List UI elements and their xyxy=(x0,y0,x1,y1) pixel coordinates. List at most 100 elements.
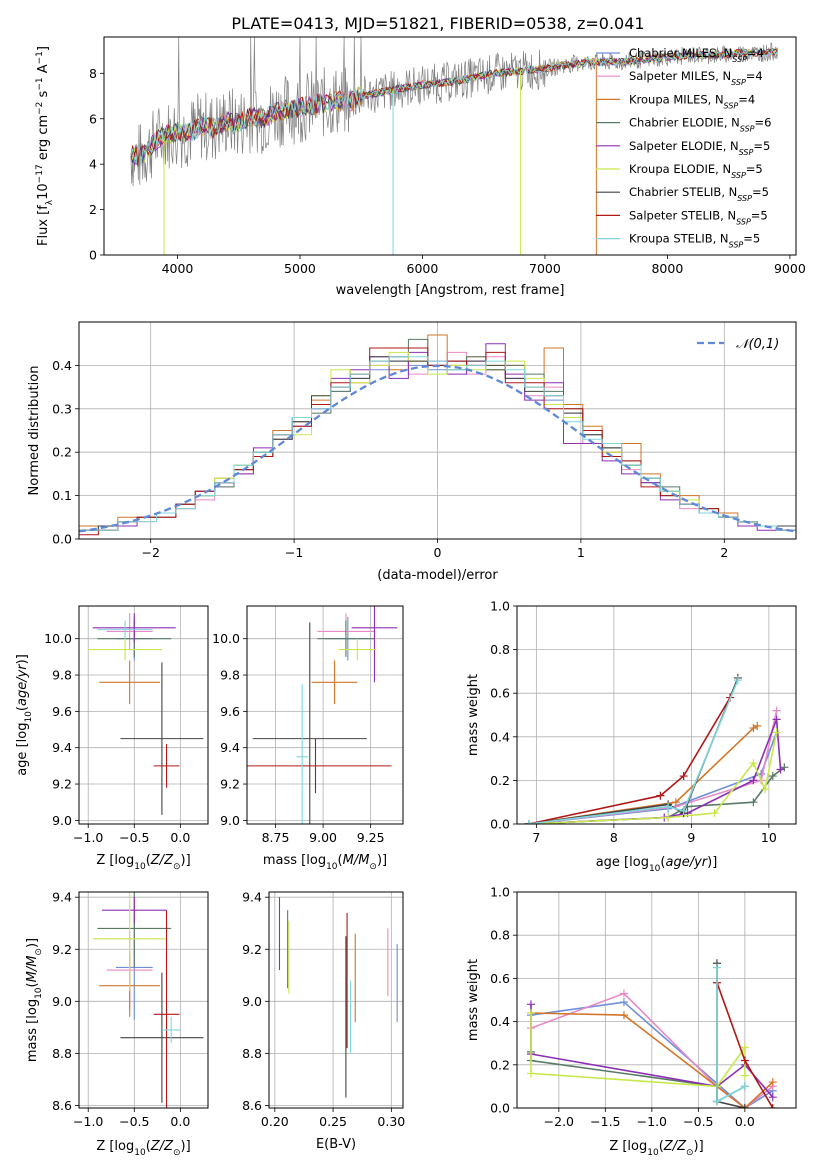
data-point-marker xyxy=(524,820,533,824)
axis-label-part: age/yr xyxy=(665,855,708,870)
data-point-marker xyxy=(671,798,680,807)
x-tick-label: 2 xyxy=(720,545,728,560)
data-point-marker xyxy=(740,1043,749,1052)
x-tick-label: −0.5 xyxy=(119,830,149,845)
x-tick-label: 9.00 xyxy=(309,830,337,845)
legend-entry: Salpeter STELIB, NSSP=5 xyxy=(629,208,768,226)
data-point-marker xyxy=(740,1071,749,1080)
y-tick-label: 0.0 xyxy=(490,1101,510,1116)
mass-weight-line xyxy=(528,732,778,824)
y-tick-label: 9.2 xyxy=(242,942,262,957)
y-tick-label: 8.8 xyxy=(52,1046,72,1061)
data-point-marker xyxy=(733,676,742,685)
x-tick-label: 0.0 xyxy=(170,1114,190,1129)
y-tick-label: 0.4 xyxy=(490,729,510,744)
y-axis-label: Normed distribution xyxy=(27,366,42,496)
x-tick-label: 5000 xyxy=(284,261,316,276)
axis-label-part: )] xyxy=(25,938,40,948)
mass-weight-line xyxy=(530,1012,774,1108)
data-point-marker xyxy=(749,758,758,767)
y-axis-label: Flux [fλ10−17 erg cm−2 s−1 A−1] xyxy=(35,46,55,246)
legend-subscript: SSP xyxy=(737,194,752,203)
y-tick-label: 9.4 xyxy=(220,740,240,755)
axes-frame xyxy=(78,891,209,1109)
y-tick-label: 8.8 xyxy=(242,1046,262,1061)
axes-frame xyxy=(268,891,404,1109)
y-tick-label: 9.2 xyxy=(52,777,72,792)
panel-6: −1.0 −0.5 0.08.68.89.09.29.4Z [log10(Z/Z⊙)… xyxy=(25,890,209,1158)
x-tick-label: 9 xyxy=(687,830,695,845)
data-point-marker xyxy=(768,1093,777,1102)
x-tick-label: −1.0 xyxy=(637,1114,667,1129)
legend-text: Salpeter ELODIE, N xyxy=(629,139,739,153)
axis-label-part: )] xyxy=(15,654,30,664)
x-tick-label: 10 xyxy=(761,830,777,845)
legend-entry: Kroupa MILES, NSSP=4 xyxy=(629,92,755,110)
axes-frame xyxy=(516,605,797,825)
x-tick-label: 7000 xyxy=(529,261,561,276)
data-point-marker xyxy=(768,1078,777,1087)
axis-label-part: ⊙ xyxy=(369,862,377,872)
axis-label-part: M/M xyxy=(343,853,370,868)
legend-suffix: =5 xyxy=(752,185,769,199)
data-point-marker xyxy=(772,728,781,737)
axis-label-part: erg cm xyxy=(36,115,51,164)
y-tick-label: 0.3 xyxy=(52,401,72,416)
legend-text: Kroupa ELODIE, N xyxy=(629,162,731,176)
x-axis-label: Z [log10(Z/Z⊙)] xyxy=(96,853,190,872)
x-axis-label: (data-model)/error xyxy=(377,568,498,583)
y-tick-label: 9.0 xyxy=(242,994,262,1009)
data-point-marker xyxy=(526,1069,535,1078)
y-tick-label: 9.8 xyxy=(52,668,72,683)
y-tick-label: 8 xyxy=(89,66,97,81)
y-tick-label: 8.6 xyxy=(242,1098,262,1113)
legend-entry: Chabrier ELODIE, NSSP=6 xyxy=(629,116,771,134)
plot-area xyxy=(92,892,204,1108)
axis-label-part: Z/Z xyxy=(150,853,174,868)
legend-subscript: SSP xyxy=(736,217,751,226)
axis-label-part: s xyxy=(36,90,51,101)
axis-label-part: )] xyxy=(707,855,717,870)
plot-area xyxy=(524,673,789,824)
data-point-marker xyxy=(753,721,762,730)
legend-text: Salpeter MILES, N xyxy=(629,69,731,83)
data-point-marker xyxy=(749,776,758,785)
data-point-marker xyxy=(619,998,628,1007)
y-axis-label: mass weight xyxy=(466,674,481,756)
data-point-marker xyxy=(740,1104,749,1108)
panel-2: −2 −1 0 1 2 0.0 0.1 0.2 0.3 0.4 𝒩(0,1) (data-model)… xyxy=(27,321,797,583)
y-tick-label: 9.4 xyxy=(52,890,72,905)
y-axis-label: mass weight xyxy=(466,959,481,1041)
y-tick-label: 0.1 xyxy=(52,488,72,503)
x-tick-label: 9.25 xyxy=(357,830,385,845)
y-tick-label: 0.2 xyxy=(490,773,510,788)
data-point-marker xyxy=(749,798,758,807)
legend-suffix: =5 xyxy=(751,208,768,222)
axis-label-part: −17 xyxy=(35,164,45,183)
axis-label-part: Z [log xyxy=(96,853,134,868)
axis-label-part: ⊙ xyxy=(34,948,44,956)
axis-label-part: ( xyxy=(146,1139,151,1154)
axis-label-part: Z/Z xyxy=(150,1139,174,1154)
axis-label-part: ( xyxy=(659,1139,664,1154)
x-tick-label: −0.5 xyxy=(119,1114,149,1129)
axes-frame xyxy=(78,605,209,825)
y-tick-label: 9.6 xyxy=(220,704,240,719)
axis-label-part: ] xyxy=(36,46,51,51)
legend-entry: Salpeter ELODIE, NSSP=5 xyxy=(629,139,770,157)
x-tick-label: 9000 xyxy=(774,261,806,276)
data-point-marker xyxy=(619,989,628,998)
x-tick-label: −1 xyxy=(285,545,303,560)
y-tick-label: 0 xyxy=(89,248,97,263)
x-tick-label: −2 xyxy=(141,545,159,560)
legend-entry: Kroupa STELIB, NSSP=5 xyxy=(629,232,760,250)
legend-subscript: SSP xyxy=(724,101,739,110)
x-tick-label: −1.0 xyxy=(73,830,103,845)
panel-4: 8.75 9.00 9.25 9.0 9.2 9.4 9.6 9.8 10.0 mass [log… xyxy=(212,605,404,872)
legend-suffix: =5 xyxy=(753,139,770,153)
axis-label-part: mass [log xyxy=(25,999,40,1062)
panel-1: 4000 5000 6000 7000 8000 9000 0 2 4 6 8 wavelength … xyxy=(35,36,806,298)
axis-label-part: 10 xyxy=(34,987,44,999)
